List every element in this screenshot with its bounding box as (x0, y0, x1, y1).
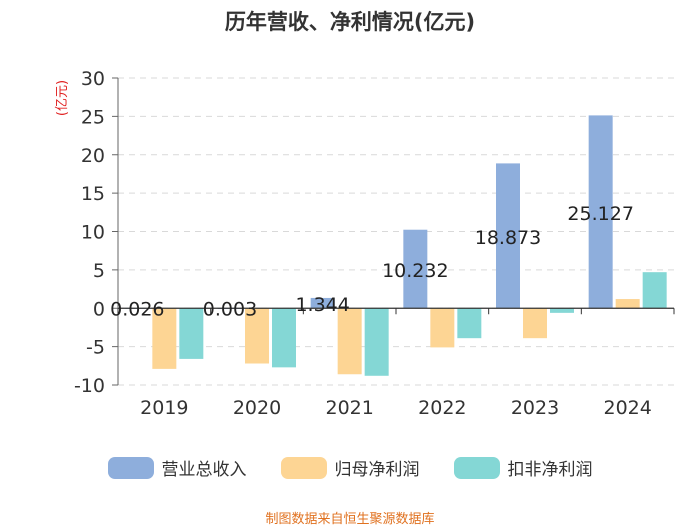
data-label-revenue: 25.127 (567, 203, 633, 225)
legend-swatch-revenue (107, 456, 154, 479)
legend-item-deducted-profit[interactable]: 扣非净利润 (453, 455, 593, 480)
y-tick-label: 10 (81, 222, 105, 244)
y-axis-label: (亿元) (55, 80, 70, 116)
chart-title: 历年营收、净利情况(亿元) (224, 10, 476, 34)
bar-1-2024 (615, 299, 640, 309)
x-tick-label: 2022 (418, 397, 466, 419)
x-tick-label: 2021 (325, 397, 373, 419)
legend-label-deducted-profit: 扣非净利润 (507, 460, 593, 480)
y-tick-label: 5 (93, 260, 105, 282)
legend-label-net-profit: 归母净利润 (334, 460, 420, 480)
y-tick-label: 0 (93, 298, 105, 320)
data-label-revenue: 18.873 (475, 227, 541, 249)
y-tick-label: 15 (81, 183, 105, 205)
y-tick-label: 25 (81, 106, 105, 128)
bar-2-2021 (364, 308, 389, 376)
y-tick-label: 30 (81, 68, 105, 90)
data-label-revenue: 10.232 (382, 260, 448, 282)
legend-item-revenue[interactable]: 营业总收入 (107, 455, 247, 480)
source-note: 制图数据来自恒生聚源数据库 (265, 512, 435, 527)
x-tick-label: 2024 (603, 397, 651, 419)
y-tick-label: -5 (86, 337, 105, 359)
bar-2-2019 (179, 308, 204, 359)
data-label-revenue: 1.344 (295, 294, 349, 316)
bar-2-2023 (550, 308, 574, 313)
legend-swatch-deducted-profit (453, 456, 500, 479)
legend-label-revenue: 营业总收入 (161, 460, 247, 480)
bar-0-2022 (403, 229, 428, 309)
bar-0-2024 (588, 115, 613, 309)
y-tick-label: 20 (81, 145, 105, 167)
x-tick-label: 2020 (233, 397, 281, 419)
bar-1-2023 (523, 308, 547, 339)
chart-area: (亿元) 30 25 20 15 10 5 0 -5 -10 2019 2020 2021 2022 202… (55, 68, 675, 419)
y-tick-label: -10 (74, 375, 105, 397)
bar-1-2020 (245, 308, 269, 364)
bar-0-2023 (496, 163, 520, 309)
data-label-revenue: 0.003 (203, 298, 257, 320)
bar-2-2020 (272, 308, 296, 368)
legend-swatch-net-profit (280, 456, 327, 479)
bar-1-2022 (430, 308, 455, 348)
bar-2-2022 (457, 308, 482, 339)
data-label-revenue: 0.026 (110, 298, 164, 320)
bar-1-2021 (337, 308, 362, 375)
x-tick-label: 2019 (140, 397, 188, 419)
legend-item-net-profit[interactable]: 归母净利润 (280, 455, 420, 480)
bar-2-2024 (642, 272, 667, 309)
bar-0-2021 (310, 297, 335, 309)
x-tick-label: 2023 (511, 397, 559, 419)
bar-1-2019 (152, 308, 177, 369)
legend: 营业总收入 归母净利润 扣非净利润 (0, 455, 700, 480)
